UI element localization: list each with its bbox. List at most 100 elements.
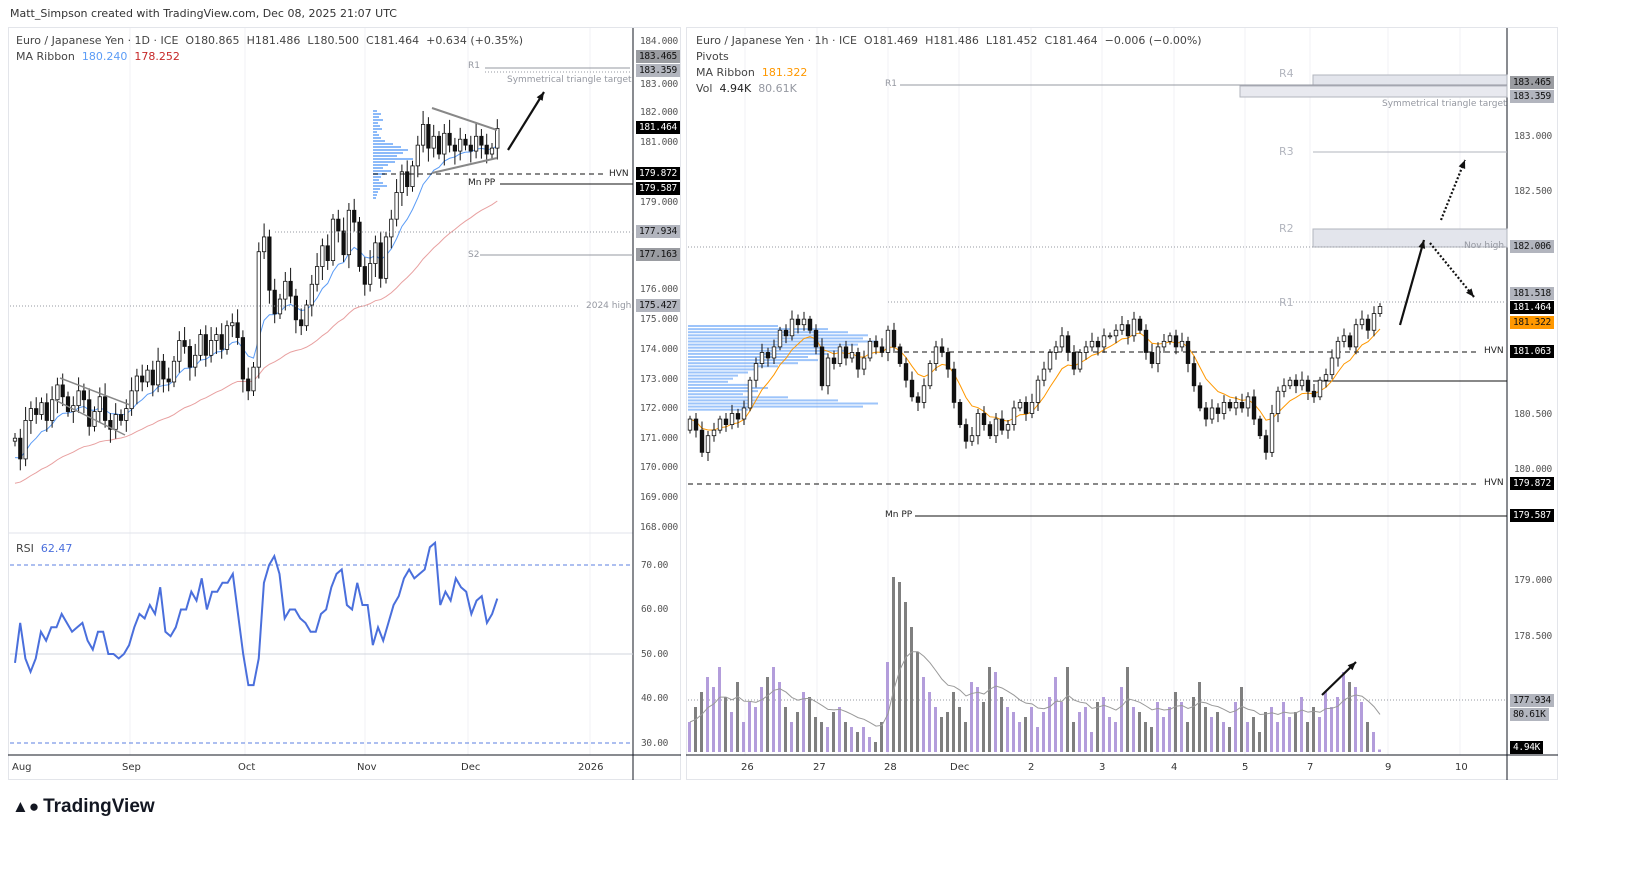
volume-bar (1024, 717, 1027, 752)
hourly-candle (891, 329, 897, 348)
daily-candle (118, 414, 124, 421)
daily-candle (447, 132, 452, 146)
volume-bar (712, 687, 715, 752)
volume-profile-bar (373, 119, 383, 121)
volume-bar (1156, 702, 1159, 752)
hourly-candle (735, 413, 741, 420)
left-s2-label: S2 (468, 250, 480, 260)
volume-bar (874, 742, 877, 752)
left-ma-ribbon-legend[interactable]: MA Ribbon 180.240 178.252 (16, 50, 180, 63)
right-time-tick: Dec (950, 762, 970, 773)
volume-ma-line (689, 651, 1381, 727)
daily-candle (288, 280, 293, 297)
daily-candle (304, 304, 309, 327)
volume-profile-bar (688, 408, 748, 411)
high-value: H181.486 (925, 34, 979, 47)
daily-candle (171, 360, 177, 383)
volume-bar (1336, 697, 1339, 752)
daily-candle (489, 147, 495, 155)
hourly-candle (1263, 435, 1269, 453)
volume-bar (706, 677, 709, 752)
volume-profile-bar (373, 158, 413, 160)
volume-bar (922, 677, 925, 752)
daily-candle (468, 144, 473, 152)
rsi-axis-tick: 40.00 (641, 693, 669, 704)
hourly-candle (1323, 374, 1329, 381)
daily-candle (431, 135, 436, 149)
volume-bar (1222, 722, 1225, 752)
volume-profile-bar (688, 356, 808, 358)
volume-bar (1306, 722, 1309, 752)
daily-candle (251, 366, 256, 392)
pivots-legend[interactable]: Pivots (696, 50, 729, 63)
right-ma-ribbon-legend[interactable]: MA Ribbon 181.322 (696, 66, 807, 79)
daily-candle (299, 319, 304, 327)
daily-candle (436, 135, 442, 155)
left-hvn-label: HVN (609, 169, 629, 179)
hourly-candle (789, 318, 795, 337)
hourly-candle (771, 346, 777, 359)
volume-bar (1132, 707, 1135, 752)
volume-bar (964, 722, 967, 752)
daily-candle (166, 378, 171, 383)
left-price-badge: 177.163 (636, 248, 680, 261)
volume-bar (1012, 712, 1015, 752)
left-price-tick: 168.000 (640, 522, 678, 533)
volume-bar (862, 727, 865, 752)
hourly-candle (717, 418, 723, 431)
volume-bar (736, 682, 739, 752)
volume-bar (826, 727, 829, 752)
left-breakout-arrow (507, 91, 545, 151)
right-price-badge: 177.934 (1510, 694, 1554, 707)
hourly-candle (1137, 318, 1143, 331)
volume-bar (958, 707, 961, 752)
right-price-tick: 180.000 (1514, 464, 1552, 475)
volume-bar (772, 667, 775, 752)
volume-bar (1342, 672, 1345, 752)
volume-profile-bar (373, 170, 391, 172)
volume-profile-bar (688, 380, 728, 383)
low-value: L181.452 (985, 34, 1038, 47)
volume-bar (1138, 712, 1141, 752)
rsi-legend[interactable]: RSI 62.47 (16, 542, 72, 555)
rsi-axis-tick: 50.00 (641, 649, 669, 660)
volume-bar (1030, 707, 1033, 752)
volume-bar (1246, 722, 1249, 752)
volume-bar (1216, 712, 1219, 752)
volume-bar (1042, 712, 1045, 752)
ma-fast-value: 180.240 (81, 50, 128, 63)
volume-bar (1258, 732, 1261, 752)
logo-text: TradingView (43, 796, 155, 817)
hourly-candle (1149, 352, 1155, 364)
left-mnpp-label: Mn PP (468, 178, 496, 188)
daily-candle (18, 437, 23, 460)
volume-bar (766, 677, 769, 752)
right-price-tick: 178.500 (1514, 631, 1552, 642)
left-breakout-arrow-head (536, 92, 544, 101)
left-time-tick: 2026 (578, 762, 604, 773)
hourly-candle (969, 435, 975, 442)
hourly-candle (1131, 318, 1137, 337)
daily-candle (463, 138, 468, 146)
breakout-arrow-head (1418, 240, 1426, 249)
hourly-candle (963, 424, 969, 442)
hourly-candle (1101, 335, 1107, 348)
volume-profile-bar (373, 131, 377, 133)
rsi-line (14, 540, 499, 687)
volume-profile-bar (688, 331, 848, 334)
tradingview-logo[interactable]: ▲● TradingView (12, 796, 155, 818)
open-value: O181.469 (863, 34, 919, 47)
close-value: C181.464 (1044, 34, 1098, 47)
volume-profile-bar (688, 387, 768, 389)
volume-bar (1318, 717, 1321, 752)
volume-bar (814, 717, 817, 752)
volume-profile-bar (373, 197, 376, 199)
left-price-badge: 179.872 (636, 167, 680, 180)
volume-bar (1048, 697, 1051, 752)
volume-profile-bar (373, 185, 387, 187)
daily-candle (150, 369, 155, 386)
volume-legend[interactable]: Vol 4.94K 80.61K (696, 82, 797, 95)
volume-bar (1090, 732, 1093, 752)
hourly-candle (1335, 340, 1341, 359)
